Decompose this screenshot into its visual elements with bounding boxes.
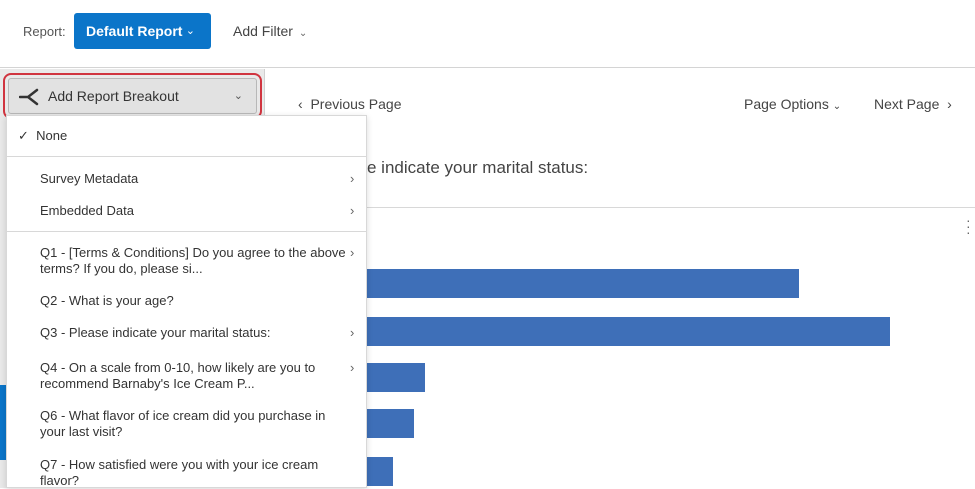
menu-item-question[interactable]: Q4 - On a scale from 0-10, how likely ar… — [40, 360, 354, 392]
chevron-right-icon: › — [947, 96, 952, 112]
chevron-left-icon: ‹ — [298, 96, 303, 112]
menu-item-label-continued: flavor? — [40, 473, 80, 488]
menu-item-label: None — [36, 128, 68, 143]
previous-page-button[interactable]: ‹ Previous Page — [298, 96, 402, 112]
divider — [7, 231, 366, 232]
menu-item-question[interactable]: Q6 - What flavor of ice cream did you pu… — [40, 408, 350, 440]
menu-item-label: Survey Metadata — [40, 171, 139, 186]
chevron-right-icon: › — [350, 360, 355, 375]
next-page-button[interactable]: Next Page › — [874, 96, 952, 112]
menu-item-question[interactable]: Q2 - What is your age? — [40, 293, 350, 309]
menu-item-question[interactable]: Q3 - Please indicate your marital status… — [40, 325, 354, 341]
menu-item-label: Embedded Data — [40, 203, 134, 218]
menu-item-label: Q6 - What flavor of ice cream did you pu… — [40, 408, 326, 423]
menu-item-label: Q4 - On a scale from 0-10, how likely ar… — [40, 360, 316, 375]
menu-item-label: Q3 - Please indicate your marital status… — [40, 325, 271, 340]
menu-item-group[interactable]: Survey Metadata › — [40, 171, 354, 187]
report-label: Report: — [23, 24, 66, 39]
menu-item-label: Q7 - How satisfied were you with your ic… — [40, 457, 319, 472]
chevron-down-icon: ⌄ — [185, 25, 195, 37]
menu-item-label-continued: recommend Barnaby's Ice Cream P... — [40, 376, 255, 391]
breakout-label: Add Report Breakout — [48, 88, 179, 104]
report-name: Default Report — [86, 23, 183, 39]
chevron-right-icon: › — [350, 245, 355, 260]
checkmark-icon: ✓ — [18, 128, 29, 143]
menu-item-label: Q1 - [Terms & Conditions] Do you agree t… — [40, 245, 346, 260]
chevron-right-icon: › — [350, 203, 355, 218]
menu-item-question[interactable]: Q7 - How satisfied were you with your ic… — [40, 457, 350, 489]
divider — [7, 156, 366, 157]
question-title: e indicate your marital status: — [367, 158, 589, 177]
report-select-button[interactable]: Default Report ⌄ — [74, 13, 211, 49]
page-options-label: Page Options — [744, 96, 829, 112]
chevron-right-icon: › — [350, 325, 355, 340]
chevron-down-icon: ⌄ — [832, 101, 842, 112]
add-filter-label: Add Filter — [233, 23, 293, 39]
menu-item-question[interactable]: Q1 - [Terms & Conditions] Do you agree t… — [40, 245, 354, 277]
next-page-label: Next Page — [874, 96, 940, 112]
menu-item-group[interactable]: Embedded Data › — [40, 203, 354, 219]
chevron-down-icon: ⌄ — [298, 28, 308, 39]
add-report-breakout-button[interactable]: Add Report Breakout ⌄ — [8, 78, 257, 114]
report-header: Report: Default Report ⌄ Add Filter ⌄ — [0, 0, 975, 68]
chevron-down-icon: ⌄ — [233, 90, 243, 102]
page-options-button[interactable]: Page Options ⌄ — [744, 96, 841, 112]
more-options-icon[interactable]: · · · — [966, 212, 971, 240]
sidebar-active-indicator — [0, 385, 6, 460]
menu-item-label-continued: your last visit? — [40, 424, 123, 439]
add-filter-button[interactable]: Add Filter ⌄ — [233, 23, 307, 39]
menu-item-label: Q2 - What is your age? — [40, 293, 174, 308]
chart-bar — [300, 317, 890, 346]
menu-item-none[interactable]: ✓ None — [18, 128, 328, 144]
menu-item-label-continued: terms? If you do, please si... — [40, 261, 203, 276]
breakout-dropdown-menu: ✓ None Survey Metadata › Embedded Data › Q1 … — [6, 115, 367, 488]
chart-bar — [300, 269, 799, 298]
breakout-icon — [19, 88, 39, 106]
chart-area — [266, 207, 975, 488]
previous-page-label: Previous Page — [310, 96, 402, 112]
chevron-right-icon: › — [350, 171, 355, 186]
